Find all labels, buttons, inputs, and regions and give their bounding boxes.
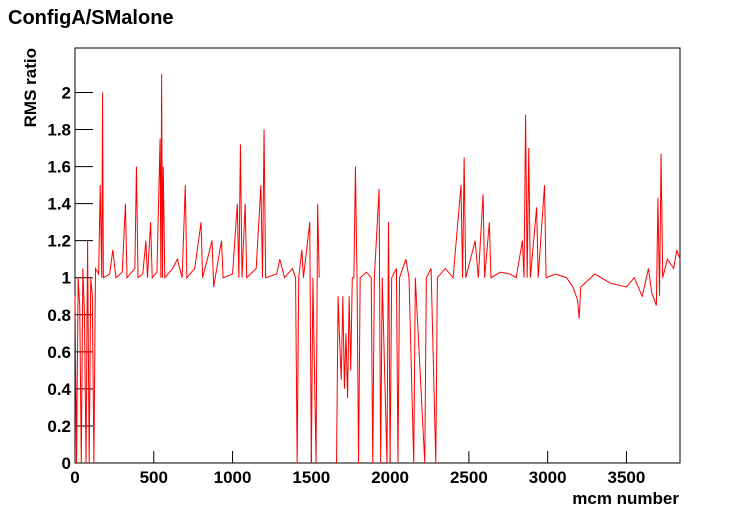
x-tick-label: 1000 [214,468,252,487]
x-tick-label: 500 [140,468,168,487]
y-tick-label: 2 [62,83,71,102]
y-tick-label: 1.2 [47,232,71,251]
y-tick-label: 1 [62,269,71,288]
x-tick-label: 1500 [292,468,330,487]
y-tick-label: 1.4 [47,195,71,214]
y-tick-label: 0 [62,454,71,473]
chart-title: ConfigA/SMalone [8,7,174,29]
x-axis-label: mcm number [572,489,679,508]
data-line [74,73,681,464]
y-tick-label: 0.2 [47,417,71,436]
x-tick-label: 2500 [450,468,488,487]
x-tick-label: 2000 [371,468,409,487]
y-tick-label: 0.8 [47,306,71,325]
x-tick-label: 3000 [529,468,567,487]
y-tick-label: 1.6 [47,158,71,177]
x-tick-label: 3500 [608,468,646,487]
plot-frame [74,47,681,464]
y-tick-label: 1.8 [47,121,71,140]
y-tick-label: 0.6 [47,343,71,362]
x-tick-label: 0 [70,468,79,487]
y-axis-label: RMS ratio [21,48,40,127]
y-tick-label: 0.4 [47,380,71,399]
